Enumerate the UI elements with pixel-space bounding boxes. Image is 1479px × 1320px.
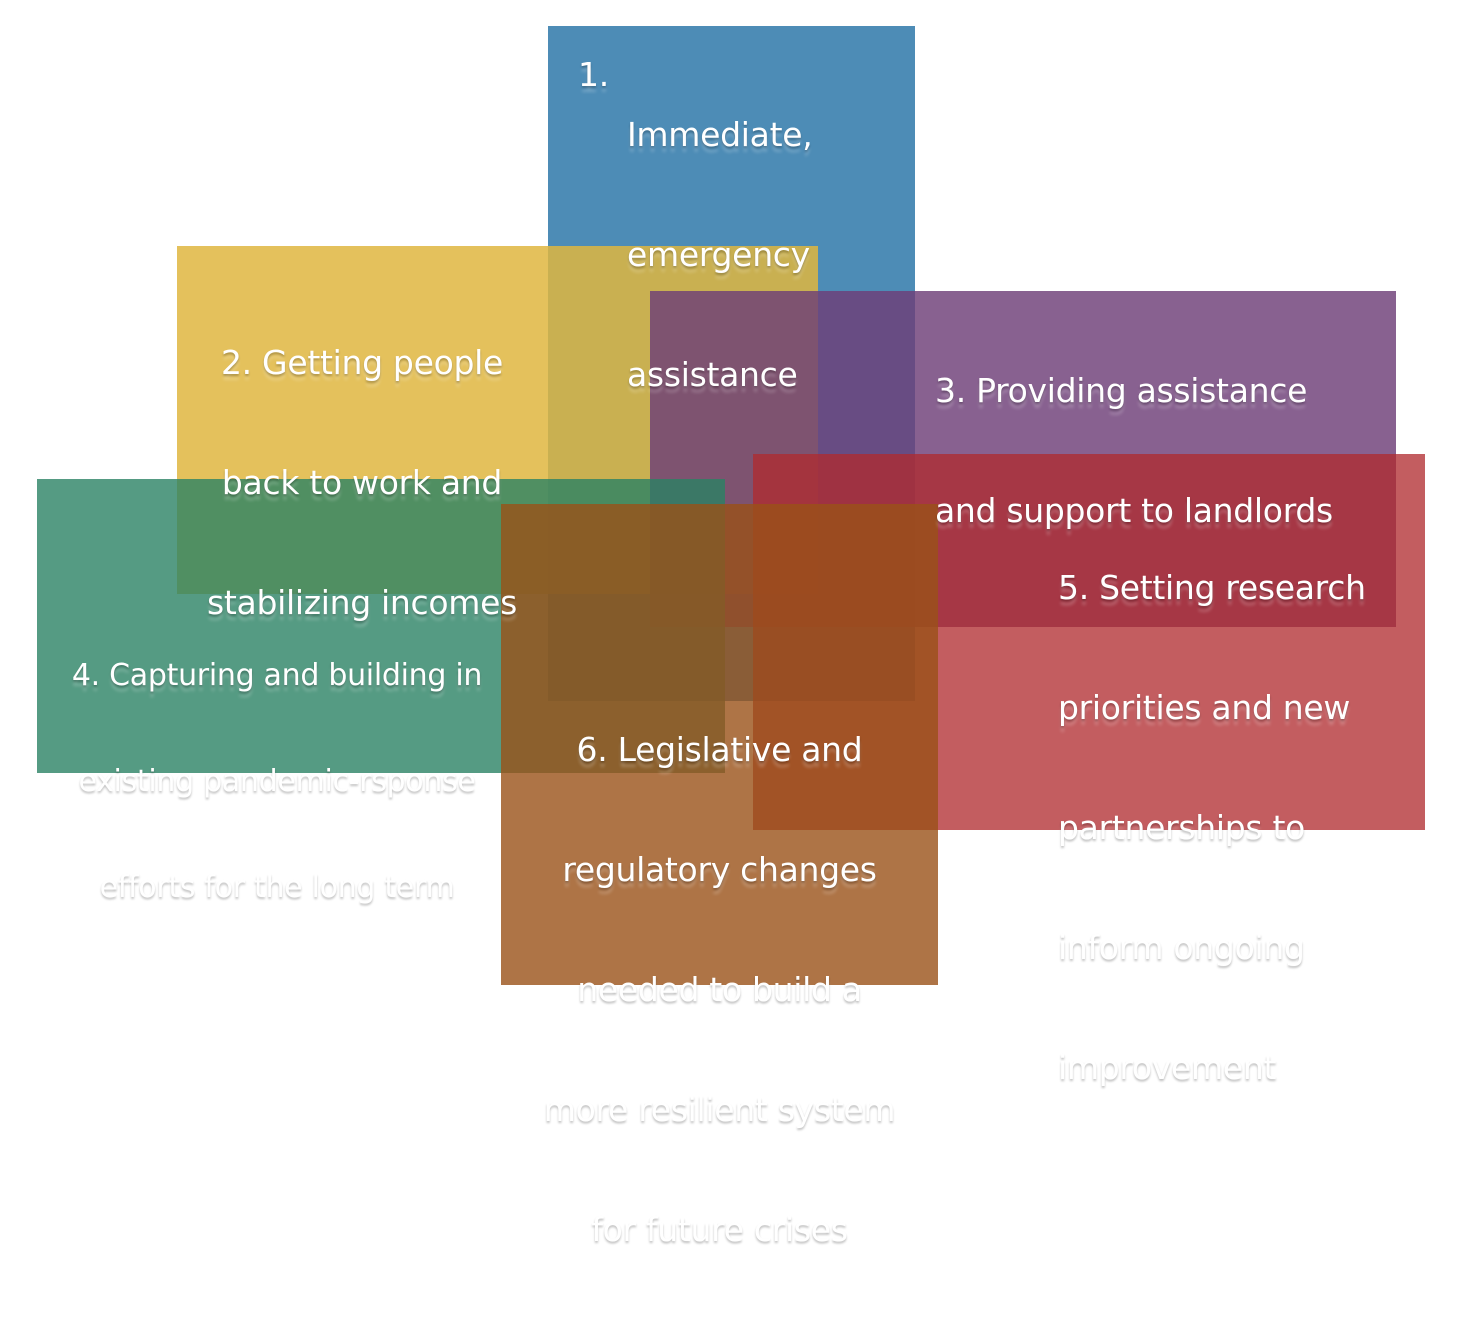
box-2-label: 2. Getting people back to work and stabi… — [206, 343, 517, 622]
box-1-label: Immediate, emergency assistance — [627, 115, 813, 394]
box-3-label: 3. Providing assistance and support to l… — [935, 371, 1333, 530]
box-1-number: 1. — [578, 55, 609, 94]
box-6-label: 6. Legislative and regulatory changes ne… — [543, 730, 896, 1249]
box-5-label: 5. Setting research priorities and new p… — [1058, 568, 1366, 1087]
box-4-label: 4. Capturing and building in existing pa… — [71, 658, 483, 905]
box-6-legislative-regulatory-changes — [501, 504, 938, 985]
